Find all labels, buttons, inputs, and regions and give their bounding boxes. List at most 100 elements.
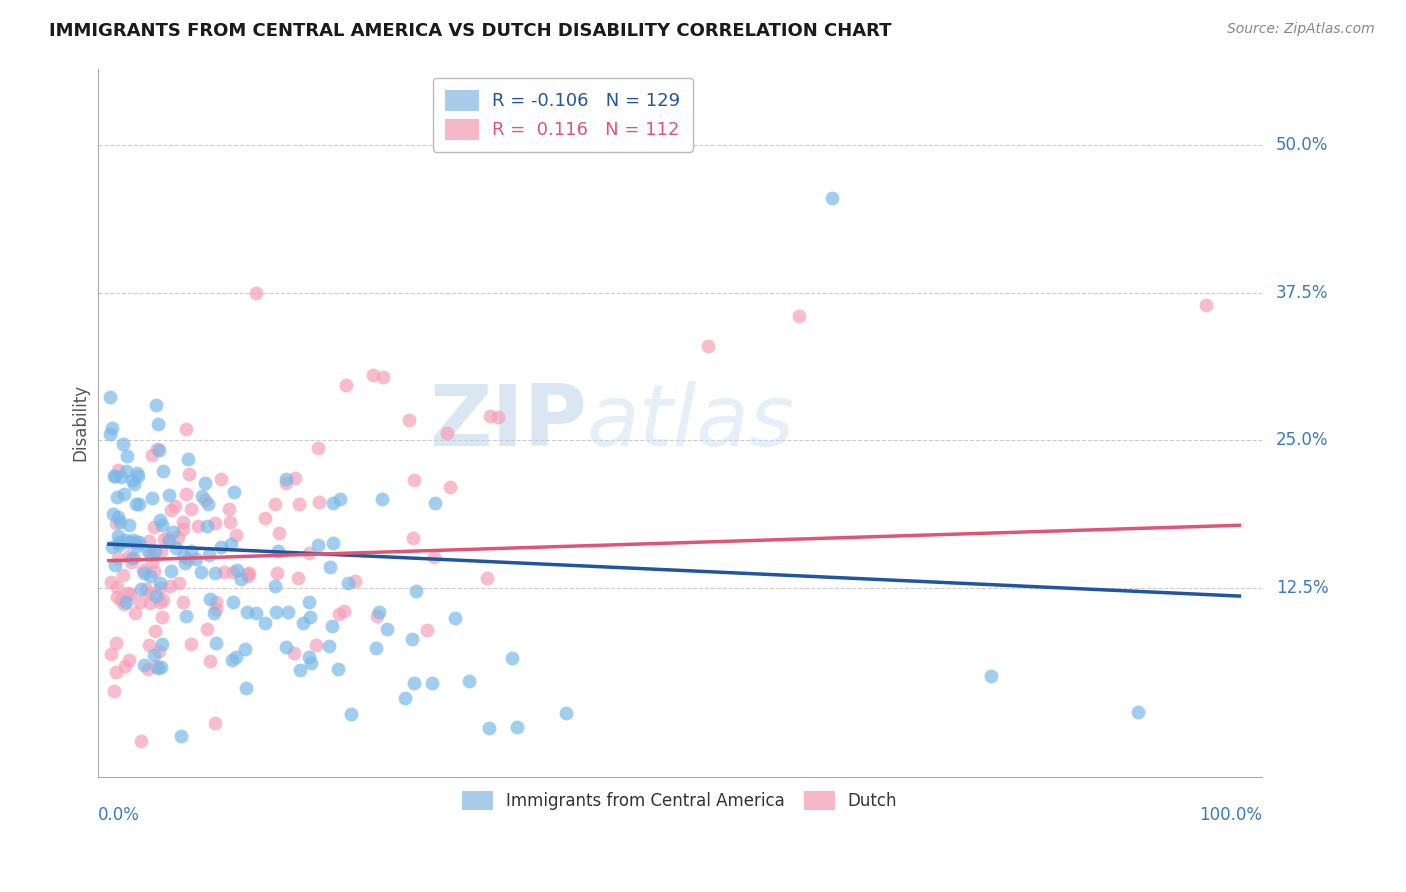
- Point: [416, 623, 439, 637]
- Point: [194, 476, 217, 491]
- Point: [204, 715, 226, 730]
- Point: [267, 543, 290, 558]
- Point: [180, 636, 202, 650]
- Point: [165, 541, 187, 556]
- Point: [307, 538, 329, 552]
- Point: [98, 426, 121, 441]
- Point: [361, 368, 384, 382]
- Point: [111, 436, 134, 450]
- Point: [167, 576, 190, 591]
- Point: [114, 659, 136, 673]
- Point: [128, 535, 150, 549]
- Point: [366, 641, 388, 656]
- Point: [138, 585, 160, 599]
- Point: [125, 466, 148, 480]
- Point: [145, 589, 167, 603]
- Point: [180, 544, 202, 558]
- Point: [134, 658, 156, 673]
- Point: [298, 609, 321, 624]
- Point: [157, 488, 180, 502]
- Point: [322, 496, 344, 510]
- Point: [103, 507, 125, 521]
- Point: [214, 565, 236, 579]
- Point: [135, 582, 157, 597]
- Point: [104, 558, 127, 573]
- Y-axis label: Disability: Disability: [72, 384, 89, 461]
- Point: [142, 564, 165, 578]
- Point: [326, 662, 349, 676]
- Point: [269, 525, 291, 540]
- Text: 0.0%: 0.0%: [97, 806, 139, 824]
- Point: [172, 516, 194, 530]
- Point: [264, 579, 287, 593]
- Point: [173, 557, 195, 571]
- Point: [167, 530, 190, 544]
- Point: [145, 398, 167, 412]
- Point: [439, 480, 461, 494]
- Point: [100, 647, 122, 661]
- Point: [231, 572, 253, 586]
- Point: [120, 587, 142, 601]
- Point: [163, 499, 186, 513]
- Point: [112, 487, 135, 501]
- Point: [555, 706, 578, 720]
- Point: [136, 662, 159, 676]
- Point: [118, 534, 141, 549]
- Point: [141, 491, 163, 505]
- Point: [423, 549, 446, 564]
- Point: [138, 638, 160, 652]
- Point: [222, 565, 245, 579]
- Point: [152, 609, 174, 624]
- Point: [335, 377, 357, 392]
- Point: [276, 605, 298, 619]
- Point: [150, 543, 173, 558]
- Point: [114, 464, 136, 478]
- Point: [132, 566, 155, 580]
- Point: [236, 566, 259, 581]
- Point: [198, 548, 221, 562]
- Point: [238, 569, 260, 583]
- Point: [152, 465, 174, 479]
- Point: [1126, 705, 1149, 719]
- Text: 37.5%: 37.5%: [1277, 284, 1329, 301]
- Point: [506, 720, 529, 734]
- Point: [107, 529, 129, 543]
- Point: [1194, 297, 1216, 311]
- Point: [394, 690, 416, 705]
- Text: 100.0%: 100.0%: [1199, 806, 1263, 824]
- Point: [149, 513, 172, 527]
- Point: [112, 568, 135, 582]
- Point: [100, 575, 122, 590]
- Point: [180, 502, 202, 516]
- Point: [501, 651, 523, 665]
- Point: [132, 563, 155, 577]
- Point: [398, 413, 420, 427]
- Point: [145, 442, 167, 456]
- Point: [284, 470, 307, 484]
- Point: [373, 370, 395, 384]
- Point: [121, 533, 143, 547]
- Point: [202, 606, 225, 620]
- Point: [159, 565, 181, 579]
- Point: [138, 546, 160, 560]
- Point: [143, 624, 166, 638]
- Point: [288, 497, 311, 511]
- Point: [298, 649, 321, 664]
- Point: [103, 684, 125, 698]
- Point: [319, 560, 342, 574]
- Point: [371, 492, 394, 507]
- Point: [332, 604, 354, 618]
- Point: [209, 472, 232, 486]
- Point: [443, 610, 465, 624]
- Point: [177, 552, 200, 566]
- Point: [366, 609, 388, 624]
- Point: [291, 615, 314, 630]
- Text: 25.0%: 25.0%: [1277, 431, 1329, 450]
- Point: [172, 522, 194, 536]
- Point: [160, 502, 183, 516]
- Point: [152, 592, 174, 607]
- Point: [149, 660, 172, 674]
- Text: 50.0%: 50.0%: [1277, 136, 1329, 154]
- Text: IMMIGRANTS FROM CENTRAL AMERICA VS DUTCH DISABILITY CORRELATION CHART: IMMIGRANTS FROM CENTRAL AMERICA VS DUTCH…: [49, 22, 891, 40]
- Point: [225, 649, 247, 664]
